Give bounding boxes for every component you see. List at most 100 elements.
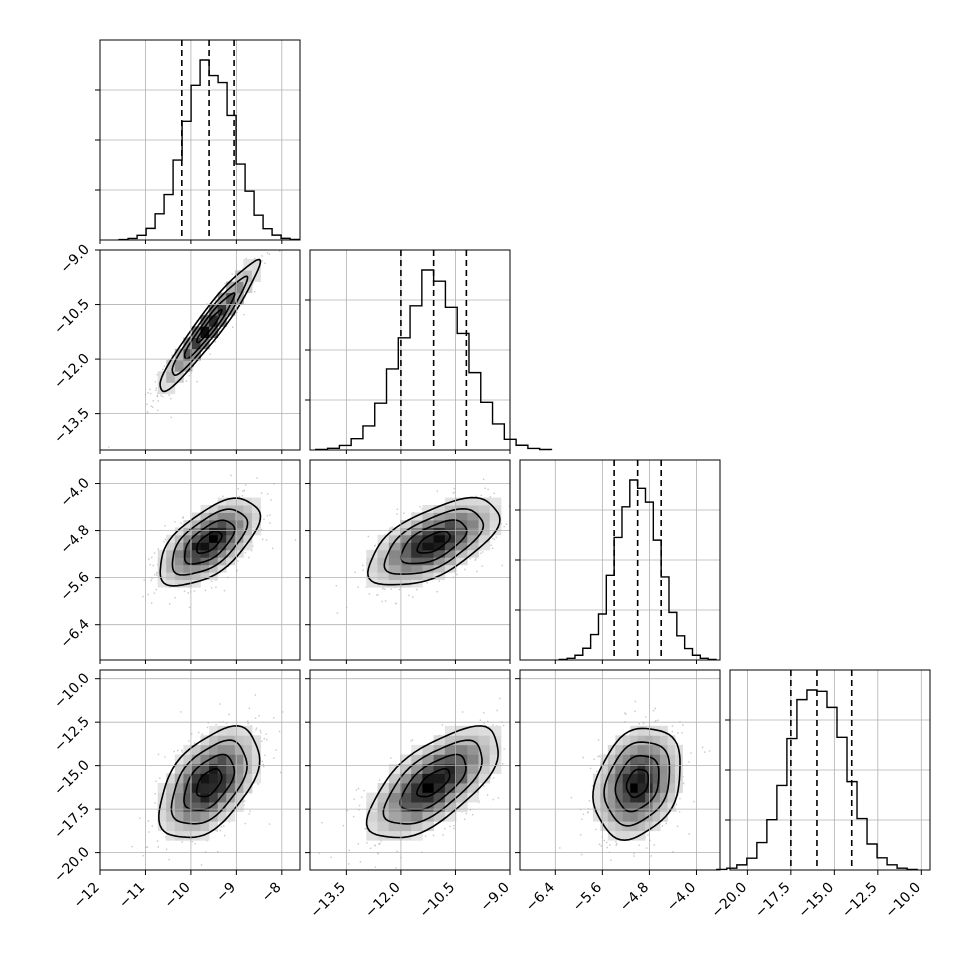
density-cell — [234, 505, 244, 513]
x-tick-label: −6.4 — [523, 879, 558, 914]
density-cell — [217, 534, 227, 543]
contour-line — [416, 530, 452, 554]
density-cell — [209, 549, 219, 558]
x-tick-label: −20.0 — [709, 880, 751, 922]
density-cell — [622, 792, 631, 803]
density-cell — [209, 821, 219, 832]
density-cell — [243, 783, 253, 793]
density-cell — [660, 735, 668, 746]
density-cell — [251, 259, 261, 271]
x-tick-label: −13.5 — [308, 880, 350, 922]
density-cell — [217, 802, 227, 812]
density-cell — [377, 549, 390, 558]
density-cell — [174, 542, 184, 551]
density-cell — [226, 512, 236, 521]
density-cell — [422, 811, 434, 822]
density-cell — [400, 830, 412, 841]
density-cell — [209, 315, 219, 327]
density-cell — [243, 534, 253, 543]
histogram-panel-3 — [716, 669, 931, 871]
density-cell — [433, 802, 446, 812]
density-cell — [411, 773, 423, 784]
density-cell — [400, 764, 412, 774]
density-cell — [592, 811, 601, 822]
panel-frame — [729, 669, 931, 871]
density-cell — [615, 773, 624, 784]
contour-line — [416, 768, 451, 798]
density-cell — [174, 764, 184, 774]
density-cell — [652, 802, 661, 812]
density-cell — [217, 754, 227, 765]
x-tick-label: −15.0 — [796, 880, 838, 922]
density-cell — [637, 821, 646, 832]
density-cell — [226, 744, 236, 755]
y-tick-label: −6.4 — [57, 616, 92, 651]
density-cell — [388, 542, 401, 551]
density-cell — [377, 572, 390, 581]
density-cell — [183, 830, 193, 841]
density-cell — [234, 497, 244, 506]
density-cell — [234, 764, 244, 774]
density-cell — [478, 520, 491, 528]
density-cell — [422, 792, 434, 803]
density-cell — [444, 725, 457, 736]
density-cell — [478, 744, 491, 755]
scatter-panel-2-1 — [305, 459, 511, 661]
density-cell — [243, 281, 253, 294]
density-cell — [251, 773, 261, 784]
contour-line — [159, 497, 262, 587]
x-tick-label: −12.5 — [839, 880, 881, 922]
density-cell — [234, 792, 244, 803]
density-cell — [478, 534, 491, 543]
density-cell — [217, 811, 227, 822]
density-cell — [422, 534, 434, 543]
density-cell — [422, 754, 434, 765]
density-cell — [226, 811, 236, 822]
density-cell — [622, 802, 631, 812]
density-cell — [444, 754, 457, 765]
y-tick-label: −5.6 — [57, 569, 92, 604]
density-cell — [191, 830, 201, 841]
density-cell — [667, 754, 676, 765]
density-cell — [467, 764, 479, 774]
density-cell — [660, 773, 668, 784]
density-cell — [630, 830, 639, 841]
scatter-panel-2-0: −6.4 −5.6 −4.8 −4.0 — [57, 459, 301, 661]
density-cell — [183, 572, 193, 581]
density-cell — [209, 505, 219, 513]
density-cell — [667, 735, 676, 746]
density-cell — [467, 783, 479, 793]
density-cell — [444, 542, 457, 551]
density-cell — [366, 572, 378, 581]
density-cell — [607, 821, 616, 832]
density-cell — [243, 512, 253, 521]
y-tick-label: −10.0 — [51, 670, 93, 712]
contour-line — [183, 292, 236, 360]
density-cell — [217, 549, 227, 558]
density-cell — [157, 811, 167, 822]
density-cell — [209, 520, 219, 528]
histogram-panel-0 — [95, 39, 301, 241]
density-cell — [183, 773, 193, 784]
density-cell — [200, 505, 210, 513]
density-cell — [191, 534, 201, 543]
density-cell — [600, 773, 609, 784]
density-cell — [200, 821, 210, 832]
density-cell — [157, 821, 167, 832]
density-cell — [366, 811, 378, 822]
density-cell — [200, 811, 210, 822]
density-cell — [234, 773, 244, 784]
x-tick-label: −12.0 — [362, 880, 404, 922]
density-cell — [200, 512, 210, 521]
density-cell — [652, 792, 661, 803]
density-cell — [377, 542, 390, 551]
density-cell — [183, 783, 193, 793]
contour-line — [592, 727, 681, 842]
contour-line — [625, 768, 649, 799]
density-cell — [422, 564, 434, 573]
density-cell — [191, 348, 201, 361]
density-cell — [444, 735, 457, 746]
density-cell — [607, 783, 616, 793]
density-cell — [433, 512, 446, 521]
density-cell — [166, 811, 176, 822]
